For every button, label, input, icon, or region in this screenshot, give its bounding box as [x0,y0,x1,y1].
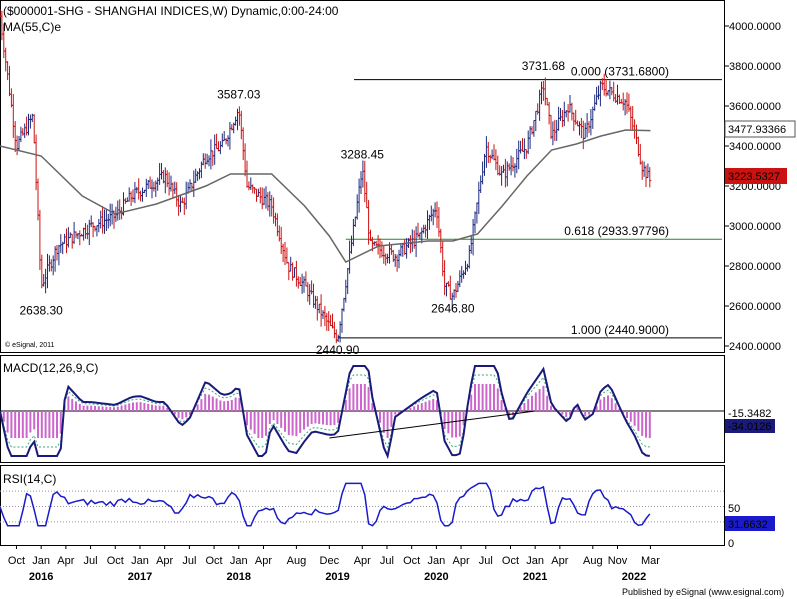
x-month-label: Oct [403,555,420,567]
rsi-tick-0: 0 [728,538,734,550]
price-tick-label: 3600.0000 [729,101,781,113]
fib-level-label: 0.618 (2933.97796) [564,224,669,238]
macd-value-box-2 [725,419,775,433]
x-month-label: Oct [502,555,519,567]
x-month-label: Jan [131,555,149,567]
rsi-value: 31.6632 [728,519,768,531]
x-month-label: Jan [32,555,50,567]
price-annotation: 3288.45 [341,147,385,161]
x-month-label: Jan [230,555,248,567]
macd-signal-line [0,374,650,449]
x-month-label: Jul [84,555,98,567]
x-month-label: Apr [57,555,74,567]
price-tick-label: 2800.0000 [729,261,781,273]
x-month-label: Jan [526,555,544,567]
price-bars [0,9,652,344]
price-tick-label: 4000.0000 [729,21,781,33]
price-axis: 4000.00003800.00003600.00003400.00003200… [724,21,781,353]
x-month-label: Jul [380,555,394,567]
price-tick-label: 3400.0000 [729,141,781,153]
ma-55-line [0,129,651,263]
x-month-label: Oct [8,555,25,567]
rsi-value-box [725,516,775,531]
x-month-label: Apr [354,555,371,567]
macd-value-1: -15.3482 [728,408,771,420]
chart-title: ($000001-SHG - SHANGHAI INDICES,W) Dynam… [3,4,339,18]
footer-bar [0,585,797,599]
x-month-label: Jul [182,555,196,567]
rsi-line [0,482,651,527]
price-annotation: 2440.90 [316,343,360,357]
x-month-label: Aug [583,555,603,567]
x-month-label: Jul [479,555,493,567]
x-month-label: Jan [427,555,445,567]
x-year-label: 2016 [29,571,53,583]
macd-line [0,365,650,460]
fib-level-label: 0.000 (3731.6800) [571,65,669,79]
rsi-tick-50: 50 [728,503,740,515]
x-year-label: 2018 [227,571,251,583]
x-year-label: 2021 [523,571,547,583]
x-month-label: Apr [156,555,173,567]
rsi-indicator [0,482,724,527]
macd-value-box-1 [725,406,773,420]
price-annotation: 2638.30 [19,303,63,317]
last-price: 3223.5327 [728,171,780,183]
x-month-label: Oct [107,555,124,567]
ma-value-box [724,120,796,138]
x-year-label: 2017 [128,571,152,583]
macd-value-2: -34.0126 [728,421,771,433]
macd-trendline [329,410,536,439]
x-month-label: Nov [608,555,628,567]
price-annotation: 3587.03 [217,88,261,102]
price-tick-label: 2400.0000 [729,341,781,353]
x-month-label: Oct [206,555,223,567]
footer-text: Published by eSignal (www.esignal.com) [622,587,784,597]
price-tick-label: 3000.0000 [729,221,781,233]
x-axis: Oct Jan Apr Jul Oct Jan Apr Jul Oct Jan Apr Aug Dec A… [8,545,660,583]
fib-level-label: 1.000 (2440.9000) [571,323,669,337]
copyright: © eSignal, 2011 [5,341,55,349]
macd-title: MACD(12,26,9,C) [3,361,98,375]
x-year-label: 2022 [622,571,646,583]
x-year-label: 2019 [325,571,349,583]
x-month-label: Apr [453,555,470,567]
ma-value: 3477.93366 [728,124,786,136]
price-tick-label: 3800.0000 [729,61,781,73]
x-month-label: Aug [287,555,307,567]
price-annotation: 3731.68 [522,59,566,73]
price-tick-label: 2600.0000 [729,301,781,313]
rsi-title: RSI(14,C) [3,472,56,486]
x-month-label: Mar [641,555,660,567]
ma-legend: MA(55,C)e [3,20,61,34]
rsi-panel [0,465,725,546]
x-month-label: Apr [255,555,272,567]
x-month-label: Apr [551,555,568,567]
price-annotation: 2646.80 [431,302,475,316]
moving-average [0,129,651,263]
x-month-label: Dec [320,555,340,567]
fibonacci-levels: 0.000 (3731.6800) 0.618 (2933.97796) 1.000… [337,65,722,339]
macd-indicator [0,365,724,460]
price-annotations: 3587.03 3288.45 3731.68 2638.30 2440.90 2646.… [19,59,565,357]
x-year-label: 2020 [424,571,448,583]
last-price-box [725,168,787,184]
